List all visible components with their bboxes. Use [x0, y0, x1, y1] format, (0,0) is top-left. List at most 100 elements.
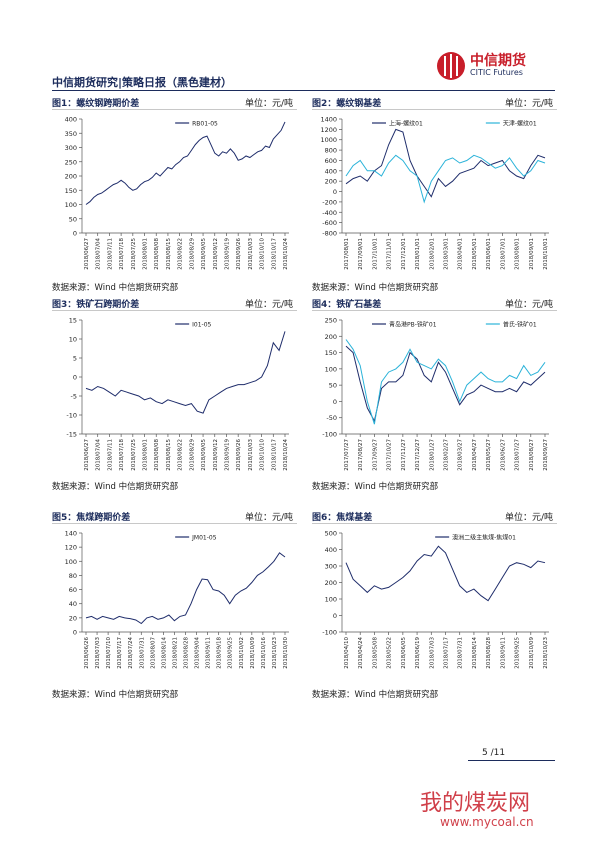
x-tick-label: 2018/06/26: [84, 637, 90, 669]
legend-label: 天津-螺纹01: [503, 120, 537, 128]
x-tick-label: 2018/07/10: [106, 637, 112, 669]
x-tick-label: 2018/07/27: [515, 439, 521, 471]
x-tick-label: 2018/10/03: [248, 238, 254, 270]
y-tick-label: 60: [69, 586, 77, 594]
legend-label: RB01-05: [192, 121, 218, 128]
x-tick-label: 2018/10/09: [529, 637, 535, 669]
x-tick-label: 2018/09/25: [228, 637, 234, 669]
x-tick-label: 2018/08/29: [189, 238, 195, 270]
y-tick-label: 80: [69, 572, 77, 580]
x-tick-label: 2018/01/27: [429, 439, 435, 471]
series-line: [345, 545, 546, 602]
x-tick-label: 2018/08/08: [154, 238, 160, 270]
chart-title: 图3：铁矿石跨期价差: [52, 300, 140, 310]
x-tick-label: 2018/09/12: [213, 439, 219, 471]
x-tick-label: 2018/08/08: [154, 439, 160, 471]
x-tick-label: 2018/07/03: [95, 637, 101, 669]
unit-label: 单位：元/吨: [244, 513, 293, 523]
x-tick-label: 2018/07/24: [128, 637, 134, 669]
source-note: 数据来源：Wind 中信期货研究部: [312, 690, 439, 700]
x-tick-label: 2018/06/27: [84, 439, 90, 471]
y-tick-label: 0: [333, 188, 337, 196]
x-tick-label: 2018/09/19: [224, 439, 230, 471]
x-tick-label: 2018/09/12: [213, 238, 219, 270]
x-tick-label: 2017/11/01: [387, 238, 393, 270]
legend-label: I01-05: [192, 322, 211, 329]
x-tick-label: 2018/08/15: [166, 439, 172, 471]
chart: -100 -50 0 50 100 150 200 250 2017/07/27 2017/08/…: [322, 317, 549, 471]
x-tick-label: 2018/05/08: [372, 637, 378, 669]
legend-label: 澳洲二级主焦煤-焦煤01: [452, 534, 516, 542]
chart: 0 50 100 150 200 250 300 350 400 2018/06/27 2018/0…: [65, 116, 289, 270]
logo-icon: [437, 52, 465, 80]
x-tick-label: 2018/07/11: [107, 238, 113, 270]
unit-label: 单位：元/吨: [504, 513, 553, 523]
logo-en: CITIC Futures: [470, 68, 523, 77]
y-tick-label: -600: [322, 219, 337, 227]
panel-title: 图6：焦煤基差 单位：元/吨: [312, 510, 557, 524]
y-tick-label: 500: [325, 530, 337, 538]
x-tick-label: 2018/09/26: [236, 238, 242, 270]
x-tick-label: 2018/08/01: [143, 238, 149, 270]
source-note: 数据来源：Wind 中信期货研究部: [312, 283, 439, 293]
x-tick-label: 2018/08/14: [472, 637, 478, 669]
panel-title: 图2：螺纹钢基差 单位：元/吨: [312, 96, 557, 110]
y-tick-label: 350: [65, 130, 77, 138]
x-tick-label: 2018/06/19: [415, 637, 421, 669]
x-tick-label: 2018/06/01: [486, 238, 492, 270]
y-tick-label: 400: [325, 167, 337, 175]
x-tick-label: 2018/08/28: [486, 637, 492, 669]
y-tick-label: 200: [325, 333, 337, 341]
x-tick-label: 2017/10/27: [387, 439, 393, 471]
x-tick-label: 2017/11/27: [401, 439, 407, 471]
y-tick-label: -800: [322, 230, 337, 238]
x-tick-label: 2018/08/29: [189, 439, 195, 471]
x-tick-label: 2018/08/07: [150, 637, 156, 669]
series-line: [345, 154, 546, 204]
y-tick-label: 250: [65, 158, 77, 166]
y-tick-label: 600: [325, 157, 337, 165]
series-line: [85, 552, 286, 625]
y-tick-label: -10: [66, 412, 77, 420]
y-tick-label: 300: [325, 563, 337, 571]
x-tick-label: 2018/07/18: [119, 238, 125, 270]
x-tick-label: 2018/05/27: [486, 439, 492, 471]
y-tick-label: 100: [65, 558, 77, 566]
y-tick-label: 5: [73, 355, 77, 363]
report-title: 中信期货研究|策略日报（黑色建材）: [52, 76, 233, 89]
x-tick-label: 2018/01/01: [415, 238, 421, 270]
x-tick-label: 2018/09/04: [195, 637, 201, 669]
x-tick-label: 2018/05/22: [387, 637, 393, 669]
y-tick-label: 10: [69, 336, 77, 344]
x-tick-label: 2018/09/19: [224, 238, 230, 270]
y-tick-label: 100: [325, 365, 337, 373]
panel-title: 图4：铁矿石基差 单位：元/吨: [312, 297, 557, 311]
y-tick-label: 250: [325, 317, 337, 325]
x-tick-label: 2018/02/27: [444, 439, 450, 471]
chart-title: 图5：焦煤跨期价差: [52, 513, 131, 523]
y-tick-label: 200: [325, 178, 337, 186]
y-tick-label: 0: [73, 374, 77, 382]
x-tick-label: 2018/07/01: [500, 238, 506, 270]
x-tick-label: 2018/09/26: [236, 439, 242, 471]
legend-label: 上海-螺纹01: [389, 120, 423, 128]
series-line: [345, 339, 546, 425]
chart: 0 20 40 60 80 100 120 140 2018/06/26 2018/07/03 20…: [65, 530, 289, 669]
unit-label: 单位：元/吨: [504, 99, 553, 109]
x-tick-label: 2017/07/27: [344, 439, 350, 471]
y-tick-label: -50: [326, 414, 337, 422]
y-tick-label: 140: [65, 530, 77, 538]
x-tick-label: 2018/09/11: [500, 637, 506, 669]
x-tick-label: 2018/09/18: [217, 637, 223, 669]
y-tick-label: 15: [69, 317, 77, 325]
y-tick-label: 200: [65, 173, 77, 181]
y-tick-label: 1200: [320, 126, 337, 134]
x-tick-label: 2018/05/01: [472, 238, 478, 270]
x-tick-label: 2018/08/21: [172, 637, 178, 669]
unit-label: 单位：元/吨: [244, 99, 293, 109]
x-tick-label: 2018/10/23: [543, 637, 549, 669]
x-tick-label: 2018/10/24: [283, 439, 289, 471]
source-note: 数据来源：Wind 中信期货研究部: [52, 482, 179, 492]
x-tick-label: 2018/10/24: [283, 238, 289, 270]
x-tick-label: 2018/02/01: [429, 238, 435, 270]
